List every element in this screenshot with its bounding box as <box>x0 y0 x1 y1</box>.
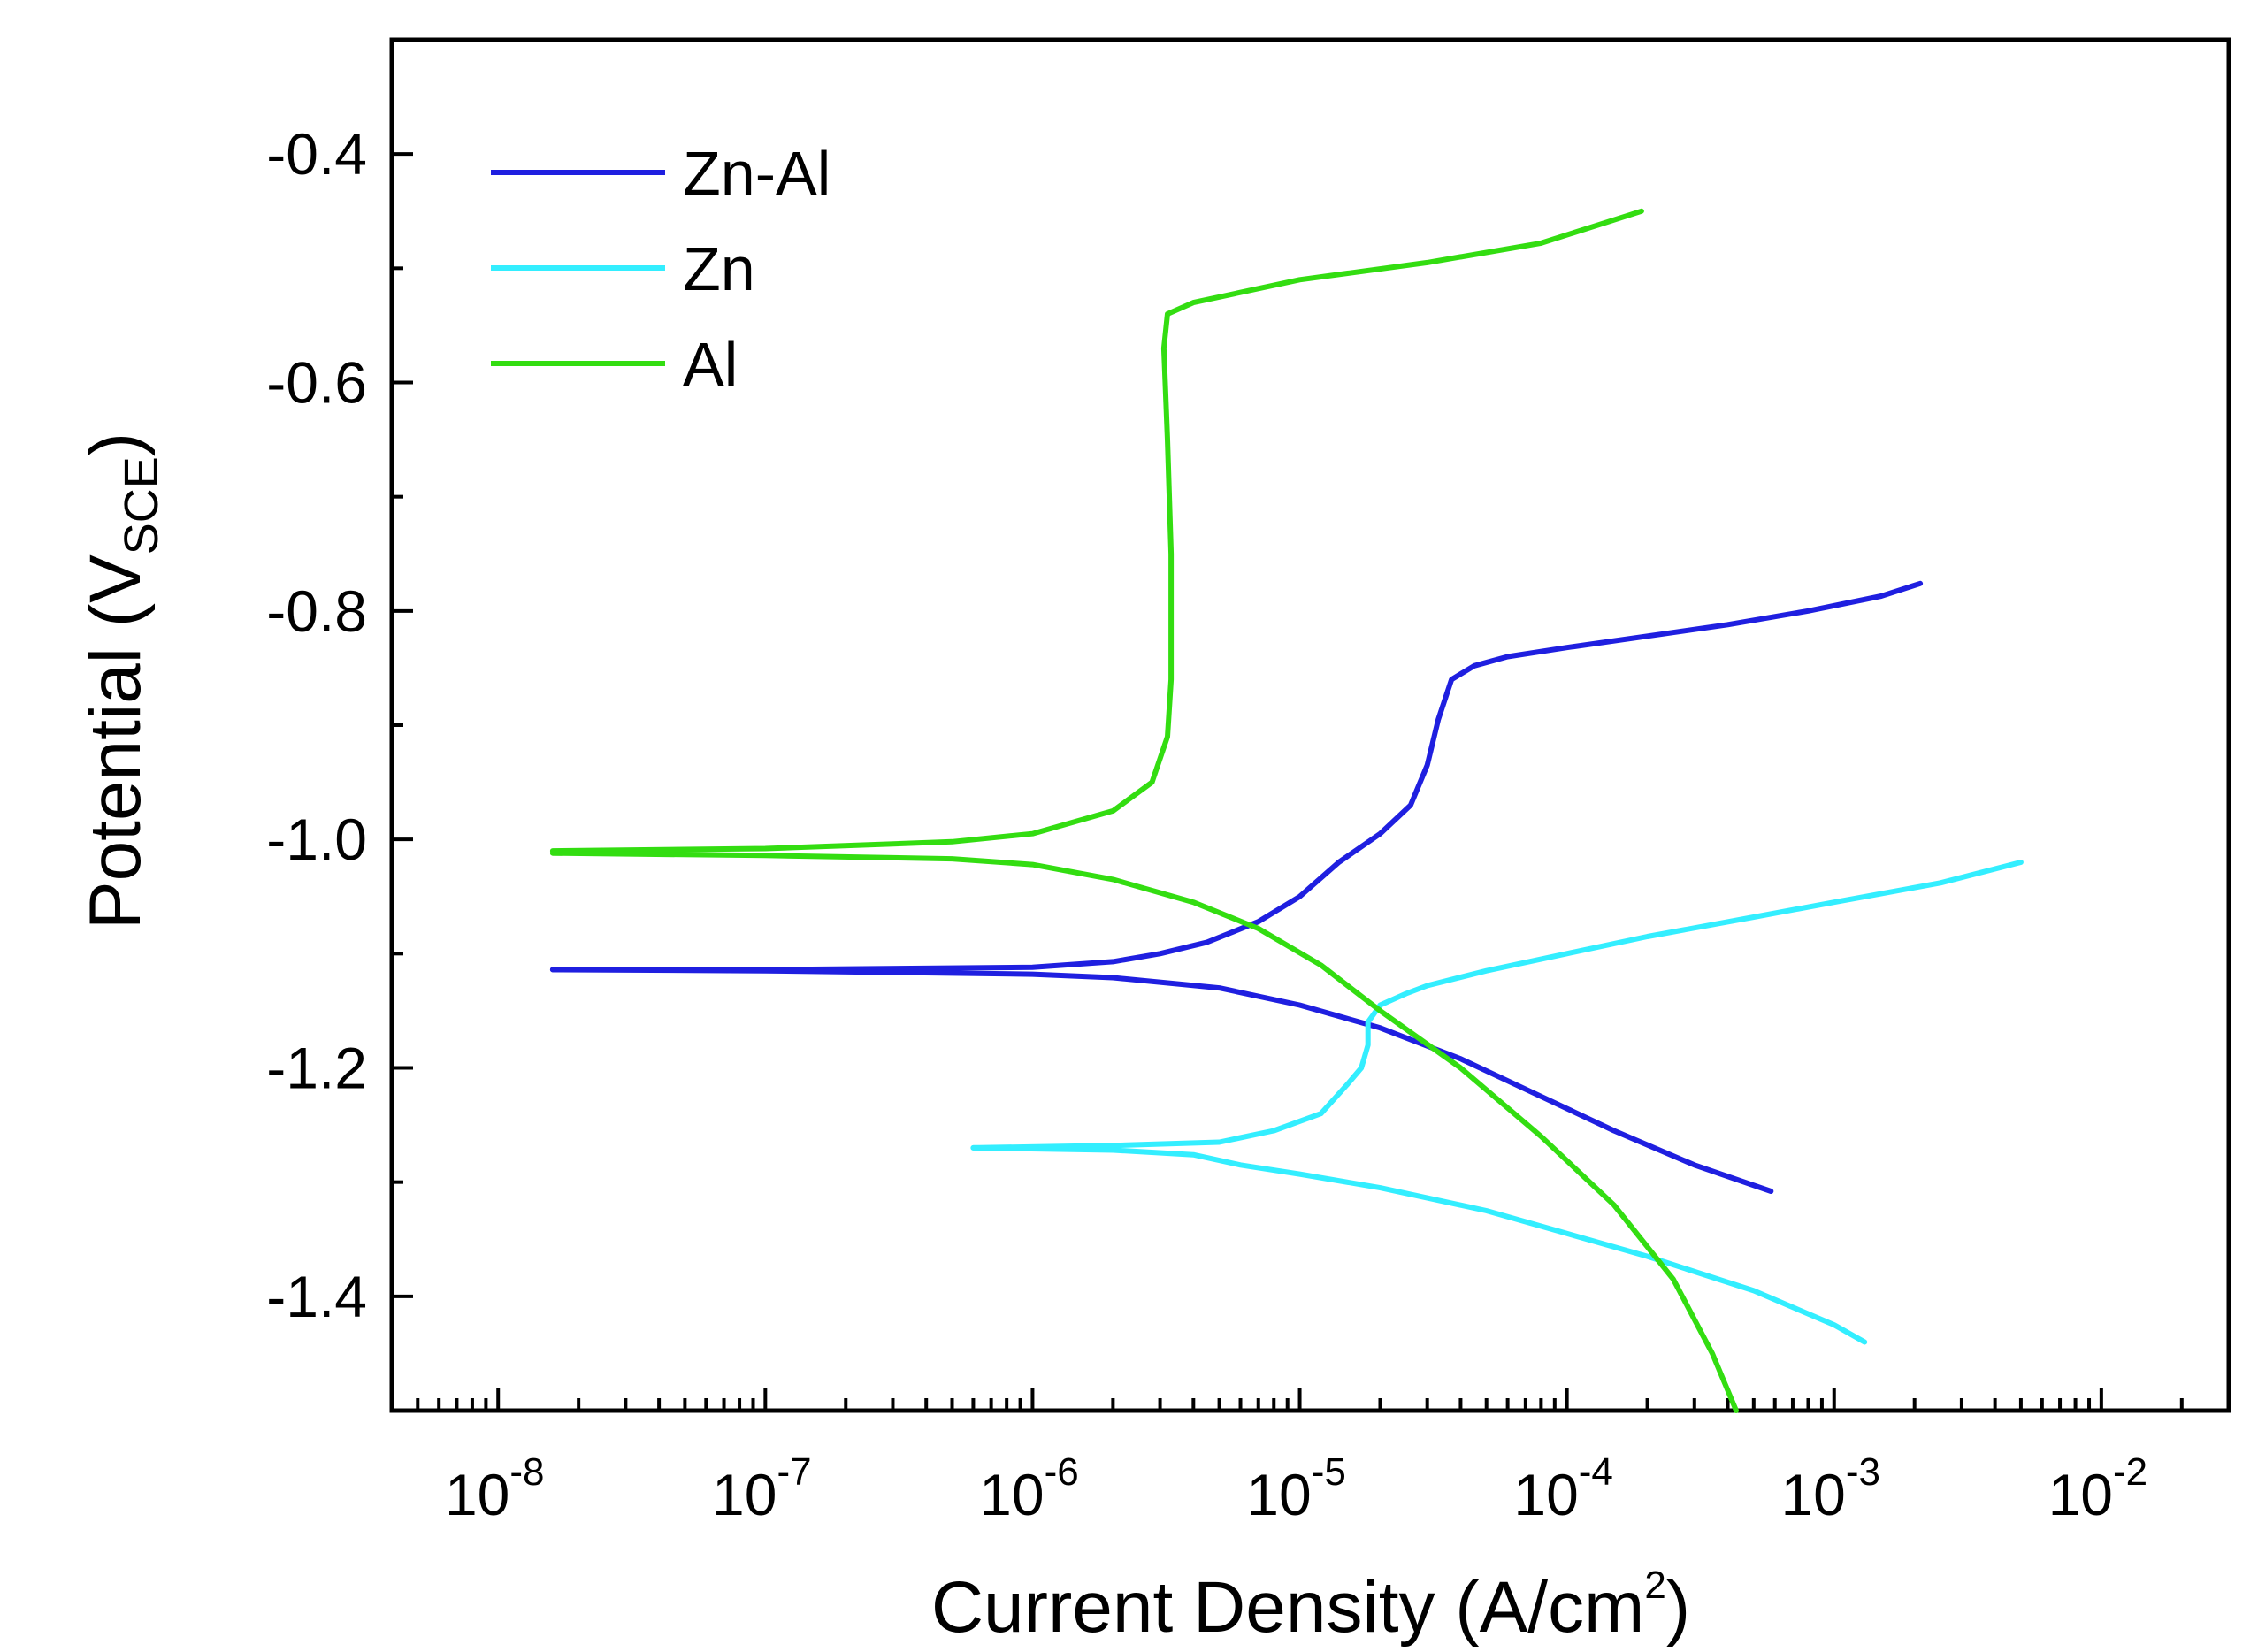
series-al-anodic-line <box>549 208 1644 854</box>
y-tick-label: -1.2 <box>266 1036 367 1101</box>
plot-frame <box>389 37 2231 1413</box>
y-axis-title-text: Potential (V <box>75 554 156 929</box>
x-tick-label: 10-3 <box>1780 1450 1880 1527</box>
series-zn-al-anodic-line <box>549 580 1924 973</box>
series-al-cathodic-line <box>549 850 1739 1413</box>
legend: Zn-Al Zn Al <box>491 139 830 399</box>
y-tick-label: -1.0 <box>266 807 367 872</box>
y-tick-label: -0.4 <box>266 121 367 187</box>
y-axis-title: Potential (VSCE) <box>75 432 168 929</box>
legend-label-al: Al <box>683 330 738 399</box>
legend-label-zn: Zn <box>683 234 755 303</box>
x-tick-label: 10-2 <box>2048 1450 2148 1527</box>
series-zn-al-cathodic-line <box>549 967 1774 1194</box>
y-axis-title-sub: SCE <box>115 456 168 554</box>
series-zn-anodic-line <box>970 860 2024 1151</box>
x-tick-label: 10-4 <box>1513 1450 1613 1527</box>
x-axis-title: Current Density (A/cm2) <box>931 1564 1690 1648</box>
x-tick-label: 10-7 <box>712 1450 812 1527</box>
x-axis-title-text: Current Density (A/cm <box>931 1567 1645 1648</box>
y-tick-label: -1.4 <box>266 1264 367 1329</box>
y-tick-label: -0.8 <box>266 578 367 644</box>
y-axis-title-end: ) <box>75 432 156 456</box>
x-tick-label: 10-6 <box>979 1450 1079 1527</box>
svg-text:Current Density (A/cm2): Current Density (A/cm2) <box>931 1564 1690 1648</box>
axis-ticks: -0.4 -0.6 -0.8 -1.0 -1.2 -1.4 10-8 10-7 10-6 10-5… <box>266 121 2184 1527</box>
series-layer <box>549 208 2024 1413</box>
series-zn-cathodic-line <box>970 1144 1868 1345</box>
x-tick-label: 10-8 <box>445 1450 545 1527</box>
x-axis-title-end: ) <box>1666 1567 1690 1648</box>
y-tick-label: -0.6 <box>266 350 367 416</box>
x-tick-label: 10-5 <box>1246 1450 1346 1527</box>
legend-label-zn-al: Zn-Al <box>683 139 830 208</box>
x-axis-title-sup: 2 <box>1644 1564 1665 1607</box>
svg-text:Potential (VSCE): Potential (VSCE) <box>75 432 168 929</box>
